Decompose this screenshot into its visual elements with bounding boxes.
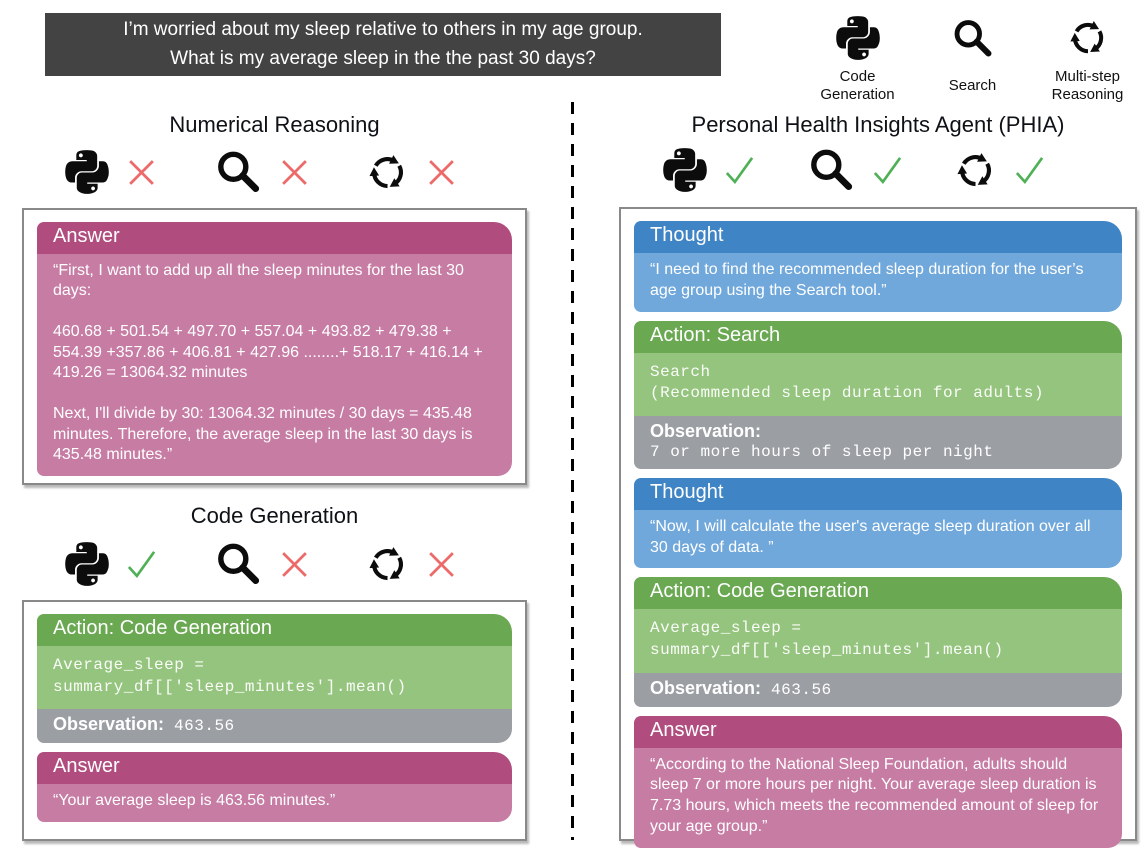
legend-item-code-generation: Code Generation (800, 12, 915, 105)
answer-card: Answer “Your average sleep is 463.56 min… (37, 752, 512, 822)
capability-search (806, 145, 906, 195)
capability-code-generation (64, 147, 160, 197)
x-mark-icon (423, 546, 460, 583)
multi-step-reasoning-icon (365, 150, 410, 195)
capability-search (213, 539, 313, 589)
capability-code-generation (64, 539, 160, 589)
check-mark-icon (1011, 152, 1048, 189)
capability-row-phia (662, 141, 1048, 199)
section-title-numerical-reasoning: Numerical Reasoning (169, 112, 380, 137)
python-icon (64, 147, 110, 197)
query-line-1: I’m worried about my sleep relative to o… (123, 19, 643, 40)
observation-bar: Observation: 7 or more hours of sleep pe… (634, 415, 1122, 469)
multi-step-reasoning-icon (953, 148, 998, 193)
capability-multi-step-reasoning (365, 150, 460, 195)
action-card-code: Average_sleep = summary_df[['sleep_minut… (634, 609, 1122, 673)
observation-label: Observation: (53, 714, 165, 735)
answer-card-body: “First, I want to add up all the sleep m… (37, 254, 512, 476)
search-icon (213, 539, 263, 589)
search-icon (950, 12, 995, 64)
thought-card-header: Thought (634, 221, 1122, 253)
observation-label: Observation: (650, 677, 762, 698)
legend-label: Code Generation (820, 67, 895, 103)
x-mark-icon (276, 546, 313, 583)
observation-bar: Observation: 463.56 (634, 672, 1122, 707)
multi-step-reasoning-icon (1066, 12, 1110, 64)
capability-row-numerical-reasoning (64, 143, 460, 201)
capability-row-code-generation (64, 535, 460, 593)
action-card: Action: Code Generation Average_sleep = … (634, 577, 1122, 707)
thought-card-body: “I need to find the recommended sleep du… (634, 253, 1122, 312)
answer-card: Answer “First, I want to add up all the … (37, 222, 512, 476)
legend-item-search: Search (915, 12, 1030, 105)
code-generation-panel: Action: Code Generation Average_sleep = … (22, 600, 527, 841)
x-mark-icon (423, 154, 460, 191)
observation-value: 463.56 (771, 680, 832, 699)
python-icon (64, 539, 110, 589)
action-card-code: Search (Recommended sleep duration for a… (634, 352, 1122, 416)
check-mark-icon (869, 152, 906, 189)
legend-label: Multi-step Reasoning (1051, 67, 1124, 103)
capability-multi-step-reasoning (953, 148, 1048, 193)
capability-code-generation (662, 145, 758, 195)
observation-value: 463.56 (174, 717, 235, 736)
legend-item-multi-step-reasoning: Multi-step Reasoning (1030, 12, 1145, 105)
observation-bar: Observation: 463.56 (37, 709, 512, 744)
search-icon (213, 147, 263, 197)
section-title-phia: Personal Health Insights Agent (PHIA) (691, 112, 1065, 137)
check-mark-icon (123, 546, 160, 583)
action-card-header: Action: Code Generation (37, 614, 512, 646)
answer-card-body: “Your average sleep is 463.56 minutes.” (37, 784, 512, 822)
action-card-header: Action: Search (634, 320, 1122, 353)
phia-panel: Thought “I need to find the recommended … (619, 207, 1137, 848)
answer-card-header: Answer (37, 752, 512, 785)
answer-card-header: Answer (634, 715, 1122, 748)
thought-card-header: Thought (634, 477, 1122, 510)
capability-multi-step-reasoning (365, 542, 460, 587)
section-title-code-generation: Code Generation (190, 503, 359, 528)
x-mark-icon (123, 154, 160, 191)
legend-label: Search (948, 76, 997, 94)
check-mark-icon (721, 152, 758, 189)
user-query-box: I’m worried about my sleep relative to o… (45, 13, 721, 76)
python-icon (662, 145, 708, 195)
numerical-reasoning-panel: Answer “First, I want to add up all the … (22, 208, 527, 485)
action-card: Action: Search Search (Recommended sleep… (634, 320, 1122, 469)
capability-search (213, 147, 313, 197)
query-line-2: What is my average sleep in the the past… (170, 47, 596, 69)
python-icon (835, 12, 881, 64)
thought-card-body: “Now, I will calculate the user's averag… (634, 509, 1122, 569)
action-card-code: Average_sleep = summary_df[['sleep_minut… (37, 646, 512, 710)
action-card: Action: Code Generation Average_sleep = … (37, 614, 512, 744)
thought-card: Thought “I need to find the recommended … (634, 221, 1122, 312)
observation-value: 7 or more hours of sleep per night (650, 442, 994, 461)
answer-card-body: “According to the National Sleep Foundat… (634, 747, 1122, 848)
x-mark-icon (276, 154, 313, 191)
observation-label: Observation: (650, 420, 762, 441)
thought-card: Thought “Now, I will calculate the user'… (634, 477, 1122, 569)
search-icon (806, 145, 856, 195)
tools-legend: Code Generation Search Multi-step Reason… (800, 12, 1145, 105)
column-divider (571, 102, 574, 840)
action-card-header: Action: Code Generation (634, 577, 1122, 610)
multi-step-reasoning-icon (365, 542, 410, 587)
answer-card-header: Answer (37, 222, 512, 254)
answer-card: Answer “According to the National Sleep … (634, 715, 1122, 848)
